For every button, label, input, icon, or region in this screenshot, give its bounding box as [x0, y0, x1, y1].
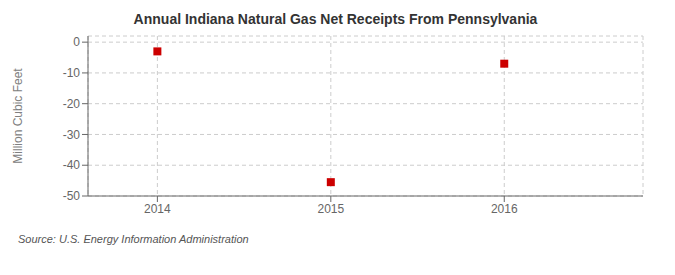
svg-text:Million Cubic Feet: Million Cubic Feet: [11, 68, 25, 164]
svg-text:0: 0: [73, 35, 80, 49]
html-text:Annual Indiana Natural Gas Net: Annual Indiana Natural Gas Net Receipts …: [133, 11, 538, 27]
html-text:Source: U.S. Energy Informatio: Source: U.S. Energy Information Administ…: [18, 233, 249, 245]
svg-text:-50: -50: [63, 189, 81, 203]
svg-text:-20: -20: [63, 97, 81, 111]
svg-text:2014: 2014: [144, 202, 171, 216]
svg-text:2015: 2015: [317, 202, 344, 216]
svg-text:-40: -40: [63, 158, 81, 172]
svg-text:2016: 2016: [491, 202, 518, 216]
svg-text:-10: -10: [63, 66, 81, 80]
svg-text:-30: -30: [63, 128, 81, 142]
